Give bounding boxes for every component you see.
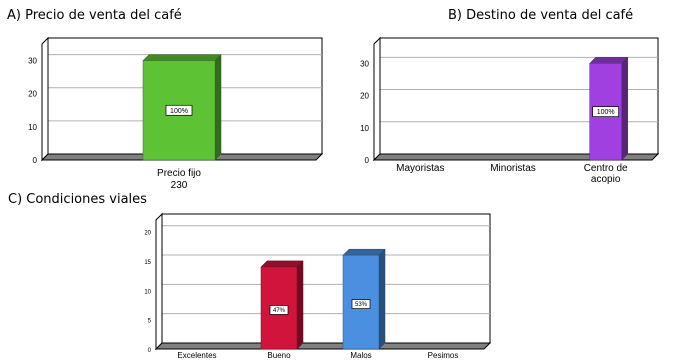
chart-c-floor: [154, 342, 492, 350]
chart-b-data-label: 100%: [597, 109, 615, 116]
chart-b-ytick-label: 30: [360, 59, 369, 68]
chart-b-ytick-label: 0: [365, 156, 370, 165]
chart-c-bar-side: [296, 260, 304, 350]
chart-a-ytick-label: 0: [33, 156, 38, 165]
chart-a-bar-top: [142, 54, 222, 61]
chart-c-bar-top: [260, 260, 304, 268]
chart-c-data-label-box: [351, 299, 371, 309]
chart-c-title: C) Condiciones viales: [8, 192, 147, 207]
chart-c-data-label: 47%: [273, 308, 286, 314]
chart-a-ytick-label: 30: [28, 57, 37, 66]
chart-c-side-wall: [155, 212, 163, 351]
chart-b-category-label: Centro de acopio: [584, 163, 628, 185]
chart-b-ytick-label: 20: [360, 92, 369, 101]
chart-b-floor: [372, 153, 660, 161]
chart-a-ytick-label: 10: [28, 123, 37, 132]
chart-c-ytick-label: 10: [144, 289, 151, 295]
chart-c-ytick-label: 15: [144, 260, 151, 266]
chart-b-category-label: Mayoristas: [396, 163, 444, 174]
chart-c-data-label-box: [269, 305, 289, 315]
chart-a-side-wall: [41, 36, 49, 162]
chart-a-category-label: Precio fijo 230: [157, 168, 201, 191]
chart-c-category-label: Pesimos: [428, 351, 459, 360]
chart-c-data-label: 53%: [355, 302, 368, 308]
chart-a-data-label: 100%: [170, 108, 188, 115]
chart-b-title: B) Destino de venta del café: [448, 8, 634, 23]
chart-c-bar-top: [342, 248, 386, 256]
chart-c-category-label: Bueno: [267, 351, 291, 360]
chart-c-plot-back: [161, 213, 491, 344]
chart-c-ytick-label: 0: [148, 348, 152, 354]
chart-c-bar-side: [378, 248, 386, 350]
chart-a-data-label-box: [165, 104, 193, 116]
chart-a-ytick-label: 20: [28, 90, 37, 99]
chart-a-bar-side: [214, 53, 222, 161]
chart-c-ytick-label: 20: [144, 231, 151, 237]
chart-b-bar-side: [621, 56, 628, 161]
chart-c-category-label: Malos: [350, 351, 371, 360]
chart-b-ytick-label: 10: [360, 124, 369, 133]
chart-a-title: A) Precio de venta del café: [7, 8, 182, 23]
chart-c-category-label: Excelentes: [177, 351, 216, 360]
chart-c-ytick-label: 5: [148, 319, 152, 325]
chart-b-data-label-box: [592, 106, 620, 118]
chart-b-side-wall: [373, 36, 381, 162]
chart-b-bar-top: [589, 57, 629, 64]
chart-b-category-label: Minoristas: [490, 163, 536, 174]
